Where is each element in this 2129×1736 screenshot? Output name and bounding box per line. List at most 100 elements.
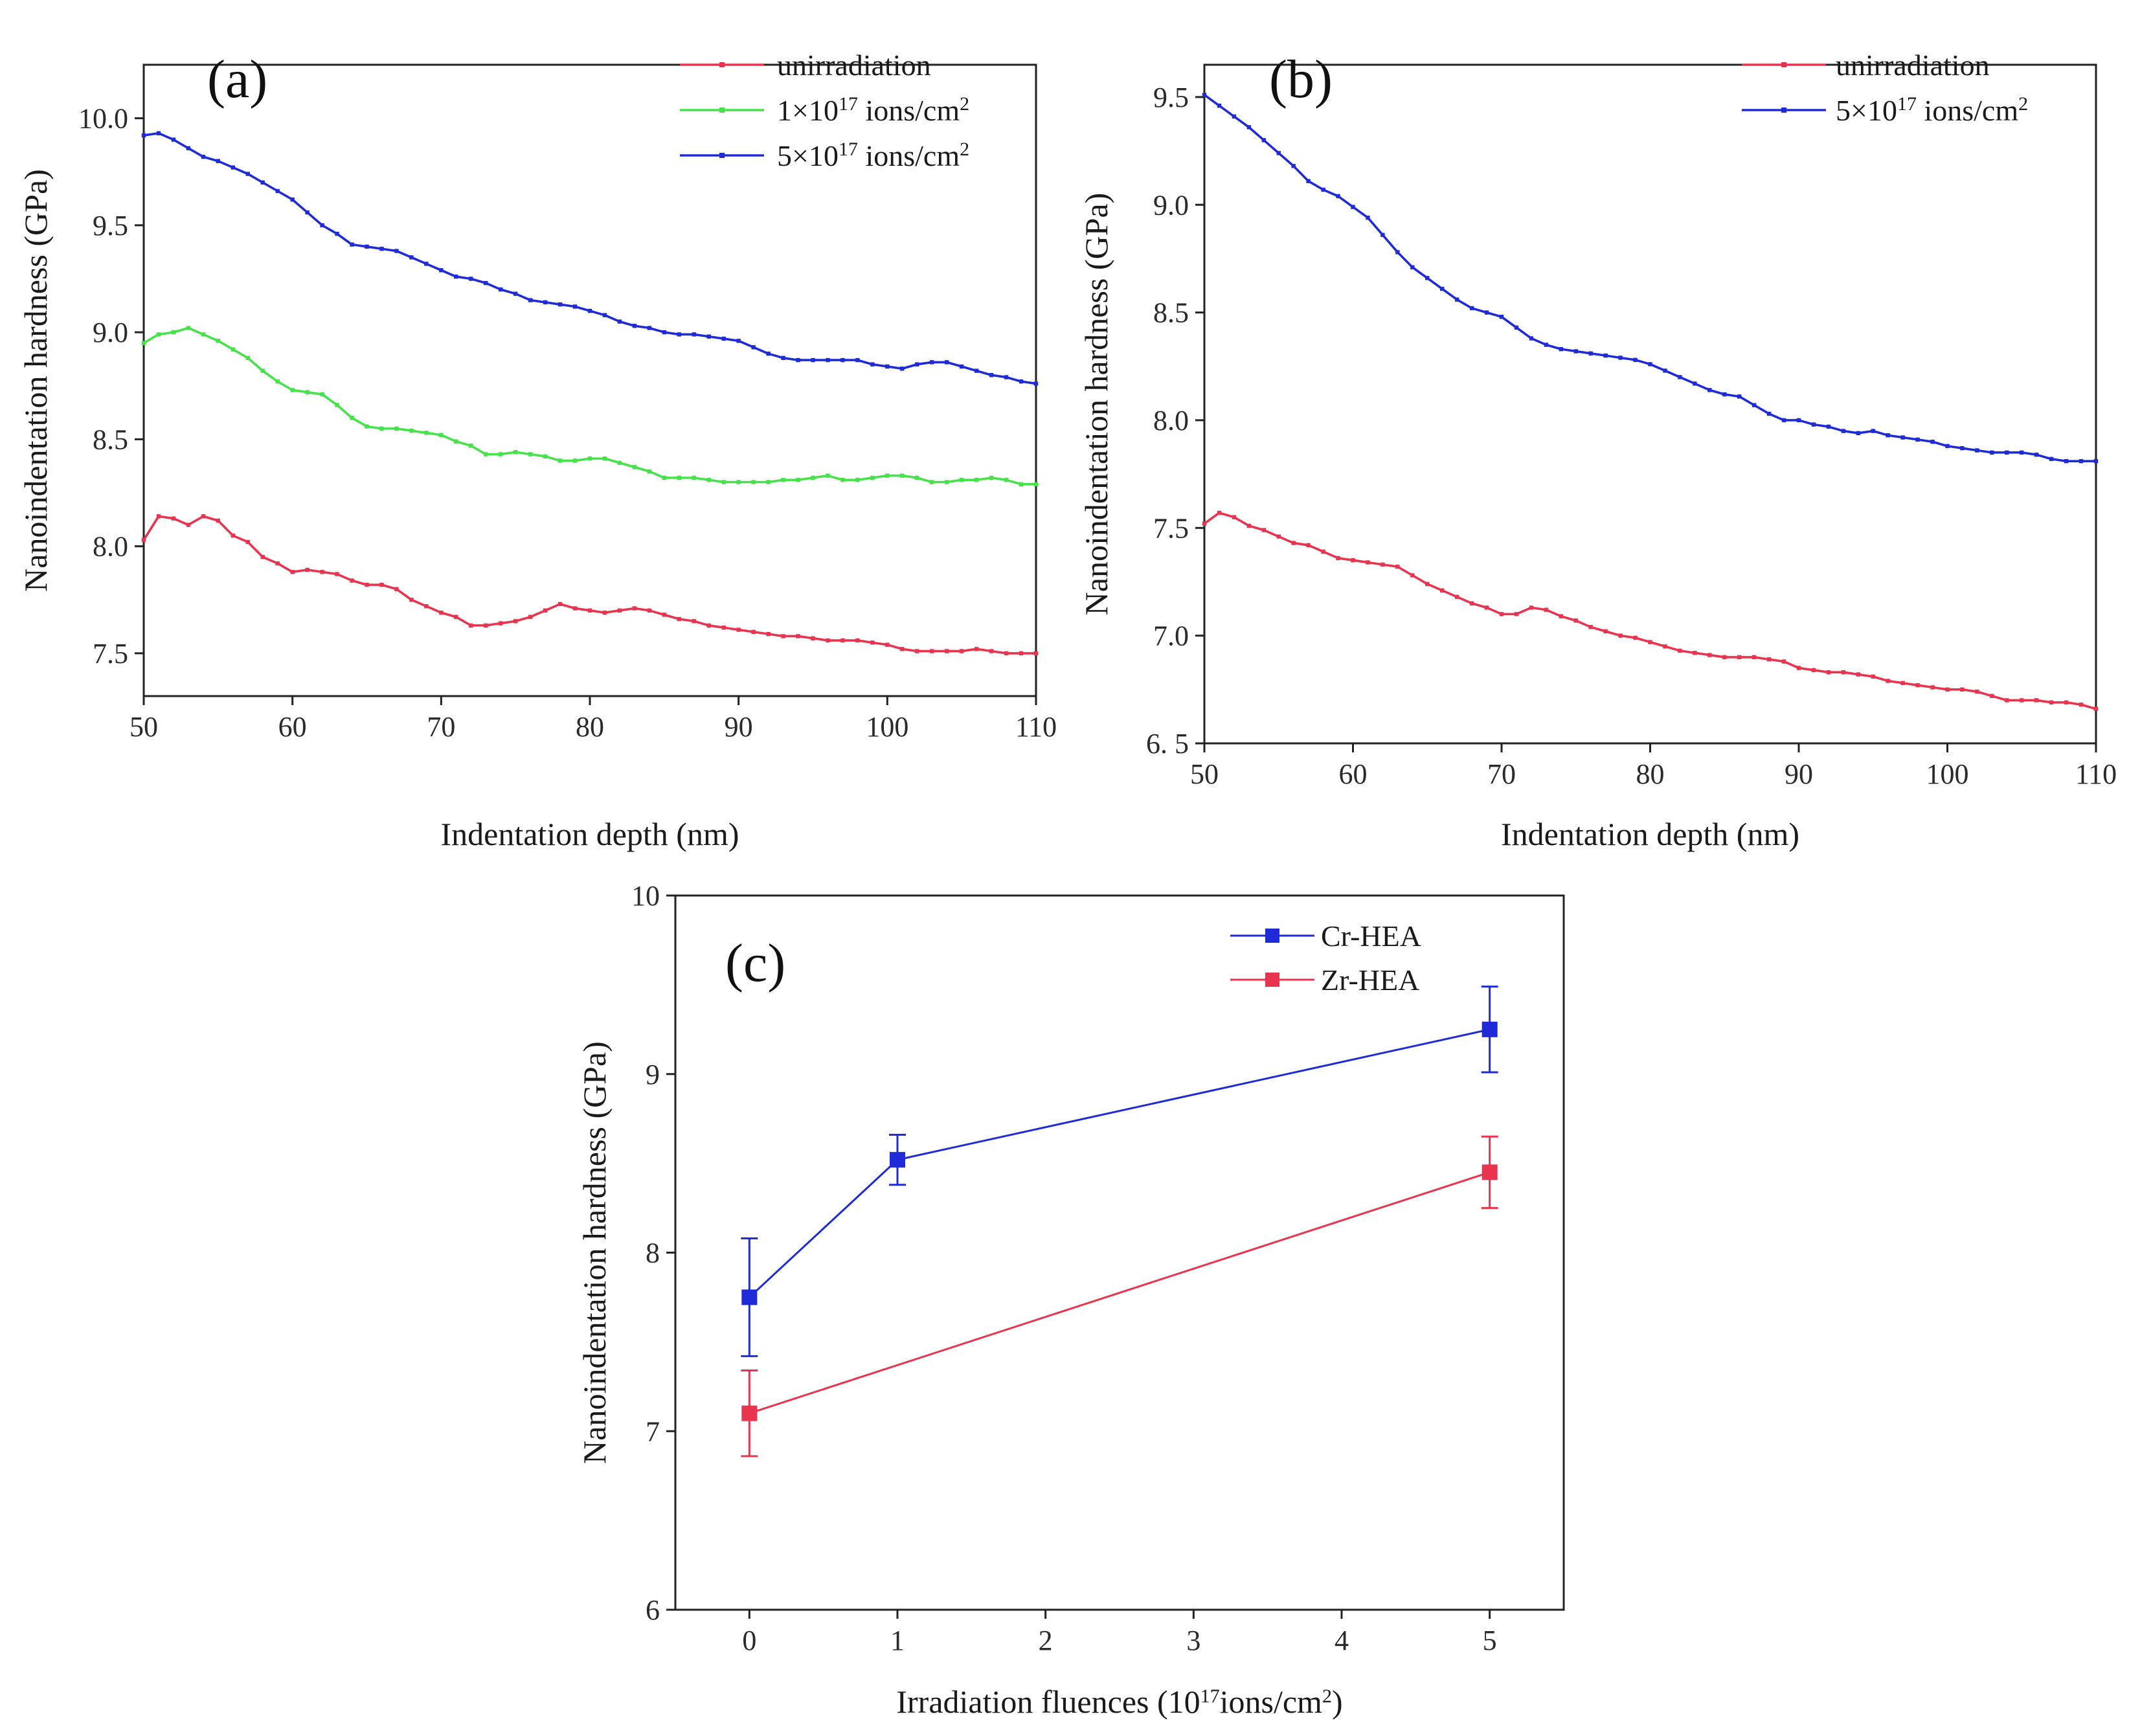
data-point (826, 473, 830, 478)
data-point (706, 334, 711, 339)
data-point (171, 516, 176, 521)
data-point (394, 426, 399, 431)
x-tick-label: 0 (742, 1625, 756, 1656)
legend-marker (719, 107, 725, 113)
data-point (1737, 655, 1742, 660)
data-point (974, 477, 979, 482)
data-point (1232, 515, 1237, 519)
data-point (379, 426, 384, 431)
data-point (1781, 659, 1786, 664)
data-point (1633, 635, 1638, 640)
data-point (796, 477, 800, 482)
data-point (1366, 560, 1370, 565)
data-point (365, 582, 369, 587)
data-point (870, 640, 875, 645)
data-point (1410, 573, 1415, 578)
series-line (1203, 94, 2096, 462)
data-point (231, 347, 235, 352)
y-tick-label: 10.0 (78, 103, 128, 135)
data-point (454, 614, 458, 619)
data-point (2020, 698, 2024, 703)
data-point (1395, 250, 1400, 254)
x-tick-label: 90 (725, 711, 753, 743)
data-point (1722, 655, 1727, 660)
data-point (1915, 682, 1920, 688)
data-point (290, 197, 295, 202)
data-point (1559, 346, 1563, 352)
data-point (974, 647, 979, 651)
data-point (1261, 138, 1266, 142)
data-point (231, 165, 235, 170)
data-point (1544, 343, 1549, 347)
y-tick-label: 8.5 (1153, 297, 1189, 329)
data-point (677, 475, 681, 480)
data-point (1960, 446, 1965, 451)
data-point (186, 146, 191, 151)
legend-marker (1781, 62, 1786, 67)
data-point (721, 336, 726, 341)
data-point (840, 638, 845, 643)
data-point (1246, 125, 1252, 130)
data-point (706, 623, 711, 628)
y-tick-label: 9.0 (93, 317, 128, 348)
y-tick-label: 8.0 (1153, 405, 1189, 436)
data-point (1481, 1164, 1498, 1180)
data-point (781, 477, 785, 482)
data-point (692, 332, 696, 337)
data-point (662, 330, 667, 335)
data-point (1781, 418, 1786, 423)
data-point (365, 424, 369, 429)
data-point (1603, 629, 1608, 634)
data-point (662, 613, 667, 617)
x-axis-title: Indentation depth (nm) (1501, 816, 1799, 852)
data-point (528, 298, 533, 302)
legend-label: 5×1017 ions/cm2 (1836, 93, 2028, 128)
data-point (394, 587, 399, 591)
data-point (1019, 651, 1024, 656)
data-point (141, 133, 146, 138)
data-point (290, 388, 295, 392)
data-point (201, 332, 206, 337)
data-point (1752, 655, 1757, 660)
data-point (335, 403, 339, 407)
data-point (1663, 368, 1667, 373)
data-point (1544, 607, 1549, 612)
data-point (1886, 433, 1890, 438)
data-point (1766, 411, 1772, 416)
data-point (1425, 581, 1430, 587)
data-point (1841, 670, 1846, 675)
data-point (379, 247, 384, 251)
series-blue (1202, 93, 2099, 464)
data-point (156, 332, 161, 337)
panel-letter: (b) (1269, 49, 1333, 109)
data-point (1796, 666, 1801, 670)
data-point (632, 606, 637, 611)
data-point (350, 578, 354, 583)
data-point (1440, 588, 1445, 592)
data-point (1033, 482, 1039, 486)
data-point (186, 523, 191, 527)
series-blue (141, 131, 1039, 386)
series-line (1203, 512, 2097, 710)
data-point (409, 428, 414, 433)
data-point (855, 638, 860, 643)
data-point (587, 456, 592, 461)
data-point (454, 439, 458, 444)
data-point (781, 634, 785, 638)
data-point (1886, 679, 1890, 683)
data-point (1618, 633, 1623, 638)
data-point (781, 355, 785, 360)
data-point (141, 537, 146, 542)
data-point (1454, 594, 1459, 599)
x-tick-label: 2 (1039, 1625, 1053, 1656)
data-point (602, 610, 607, 615)
data-point (1202, 521, 1207, 526)
data-point (2064, 700, 2069, 705)
x-axis-title: Irradiation fluences (1017ions/cm2) (896, 1684, 1342, 1720)
y-tick-label: 9 (646, 1059, 660, 1090)
data-point (528, 452, 533, 457)
y-tick-label: 7 (646, 1415, 660, 1447)
data-point (1752, 403, 1757, 407)
data-point (484, 280, 488, 286)
data-point (469, 623, 473, 628)
